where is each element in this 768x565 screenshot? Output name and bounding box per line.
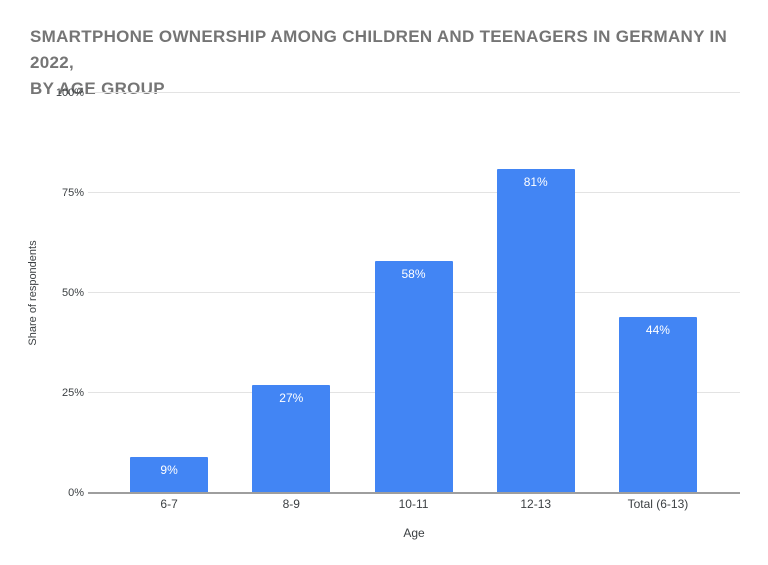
gridline	[88, 92, 740, 93]
y-tick-label: 100%	[55, 87, 84, 99]
gridline	[88, 192, 740, 193]
bar-value-label: 58%	[401, 267, 426, 281]
bar-slot: 44%	[597, 93, 719, 493]
bar-value-label: 9%	[160, 463, 178, 477]
y-tick-label: 75%	[61, 187, 84, 199]
bar-slot: 27%	[230, 93, 352, 493]
bar-6-7: 9%	[130, 457, 209, 493]
x-axis-title: Age	[403, 526, 425, 540]
bar-slot: 9%	[108, 93, 230, 493]
x-axis-line	[88, 492, 740, 494]
y-tick-label: 50%	[61, 287, 84, 299]
bar-slot: 58%	[352, 93, 474, 493]
x-tick-label: 12-13	[520, 497, 552, 511]
bars-row: 9% 27% 58% 81% 44%	[108, 93, 719, 493]
plot-area: 9% 27% 58% 81% 44%	[88, 92, 740, 494]
x-tick-label: 8-9	[282, 497, 300, 511]
bar-slot: 81%	[475, 93, 597, 493]
y-tick-label: 25%	[61, 387, 84, 399]
bar-10-11: 58%	[374, 261, 453, 493]
bar-Total (6-13): 44%	[618, 317, 697, 493]
bar-value-label: 81%	[523, 175, 548, 189]
bar-value-label: 27%	[279, 391, 304, 405]
x-tick-label: Total (6-13)	[627, 497, 689, 511]
bar-8-9: 27%	[252, 385, 331, 493]
x-tick-label: 10-11	[398, 497, 429, 511]
x-axis-tick-labels: 6-7 8-9 10-11 12-13 Total (6-13)	[108, 497, 719, 511]
bar-12-13: 81%	[496, 169, 575, 493]
y-tick-label: 0%	[68, 487, 84, 499]
x-tick-label: 6-7	[160, 497, 178, 511]
bar-value-label: 44%	[645, 323, 670, 337]
chart-title: SMARTPHONE OWNERSHIP AMONG CHILDREN AND …	[30, 27, 728, 98]
